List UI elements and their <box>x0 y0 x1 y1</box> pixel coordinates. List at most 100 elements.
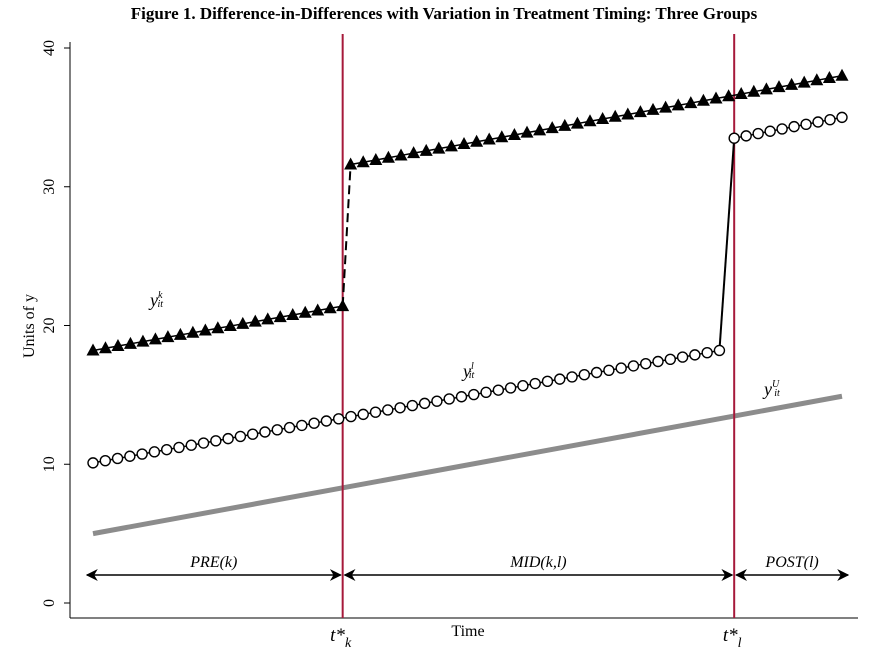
series-l-point <box>788 120 800 133</box>
series-l-point <box>689 349 701 361</box>
y-tick-label: 30 <box>41 179 58 195</box>
series-l-point <box>492 384 505 396</box>
series-l-point <box>382 404 394 416</box>
period-label-2: POST(l) <box>764 554 818 571</box>
series-k-point <box>419 143 433 156</box>
series-l-point <box>173 441 185 454</box>
untreated-line <box>92 393 843 537</box>
series-k-point <box>772 80 786 93</box>
series-l-point <box>99 454 111 467</box>
series-l-point <box>259 426 271 438</box>
series-k-point <box>161 330 175 343</box>
series-k-point <box>558 118 572 131</box>
series-k-point <box>621 107 635 120</box>
series-k-point <box>344 157 358 170</box>
series-l-point <box>504 382 517 394</box>
series-k-point <box>533 123 547 136</box>
series-k-point <box>810 73 824 86</box>
series-k-point <box>734 86 748 99</box>
series-l-point <box>676 351 689 363</box>
series-l-point <box>296 419 308 432</box>
series-k-point <box>211 321 225 334</box>
series-k-point <box>684 96 698 109</box>
series-k-point <box>659 100 673 113</box>
series-l-point <box>566 371 578 383</box>
series-k-point <box>311 303 325 316</box>
series-k-point <box>432 141 446 154</box>
series-k-point <box>671 98 685 111</box>
treatment-label-l: t*l <box>723 625 742 651</box>
series-l-point <box>443 393 455 405</box>
series-k-point <box>186 325 200 338</box>
period-arrows: PRE(k) MID(k,l) POST(l) <box>85 554 850 581</box>
series-l-point <box>554 373 566 385</box>
y-axis-label: Units of y <box>21 294 38 358</box>
series-l-point <box>836 111 848 124</box>
series-k-post-line <box>350 75 843 166</box>
series-l-point <box>283 421 296 434</box>
series-k-point <box>596 112 610 125</box>
series-k-point <box>198 323 212 336</box>
series-k-point <box>495 130 509 143</box>
series-k-point <box>148 332 162 345</box>
period-label-1: MID(k,l) <box>509 554 566 571</box>
series-k-point <box>136 334 150 347</box>
series-l-point <box>418 397 431 410</box>
series-l-point <box>320 415 333 427</box>
series-l-point <box>455 391 468 403</box>
series-l-point <box>752 127 764 140</box>
axes: 0 10 20 30 40 Units of y Time <box>21 40 858 640</box>
series-k-point <box>86 343 100 356</box>
series-k-point <box>123 336 137 349</box>
untreated-group <box>92 393 843 537</box>
series-k-point <box>835 68 849 81</box>
series-l-point <box>124 450 136 462</box>
series-l-point <box>197 437 210 449</box>
series-l-point <box>332 413 345 425</box>
series-l-point <box>246 428 259 440</box>
series-l-point <box>640 357 652 370</box>
series-k-point <box>608 109 622 122</box>
series-l-point <box>652 355 664 368</box>
series-k-point <box>356 155 370 168</box>
series-l-point <box>517 380 529 392</box>
series-k-point <box>709 91 723 104</box>
y-tick-label: 10 <box>41 456 58 472</box>
series-l-point <box>578 369 591 381</box>
series-k-point <box>381 150 395 163</box>
series-k-point <box>369 152 383 165</box>
series-l-point <box>541 375 554 388</box>
series-l-point <box>222 432 234 445</box>
period-label-0: PRE(k) <box>189 554 237 571</box>
series-k-point <box>722 89 736 102</box>
series-l-point <box>185 439 197 451</box>
series-l-point <box>615 362 627 374</box>
series-l-point <box>664 353 677 365</box>
series-l-point <box>740 130 752 142</box>
series-k-point <box>520 125 534 138</box>
series-k-point <box>507 127 521 140</box>
series-k-point <box>394 148 408 161</box>
series-l-point <box>529 377 541 390</box>
series-k-point <box>323 301 337 314</box>
series-l-point <box>764 125 776 137</box>
series-l-point <box>713 344 726 357</box>
x-axis-label: Time <box>451 623 484 640</box>
series-label-k: yk it <box>148 290 163 310</box>
series-labels: yk it yl it yU it <box>148 290 780 399</box>
series-l-point <box>728 132 740 144</box>
series-k-point <box>336 299 350 312</box>
series-k-point <box>286 307 300 320</box>
series-k-point <box>570 116 584 129</box>
series-l-point <box>603 364 615 377</box>
series-l-point <box>271 424 283 436</box>
series-label-l: yl it <box>461 361 475 381</box>
series-k-point <box>273 310 287 323</box>
series-k-point <box>173 327 187 340</box>
series-k-point <box>759 82 773 95</box>
series-l-post-line <box>734 116 843 139</box>
series-l-point <box>345 410 357 423</box>
series-l-point <box>148 446 161 458</box>
y-tick-label: 40 <box>41 40 58 56</box>
series-l-point <box>87 457 99 469</box>
